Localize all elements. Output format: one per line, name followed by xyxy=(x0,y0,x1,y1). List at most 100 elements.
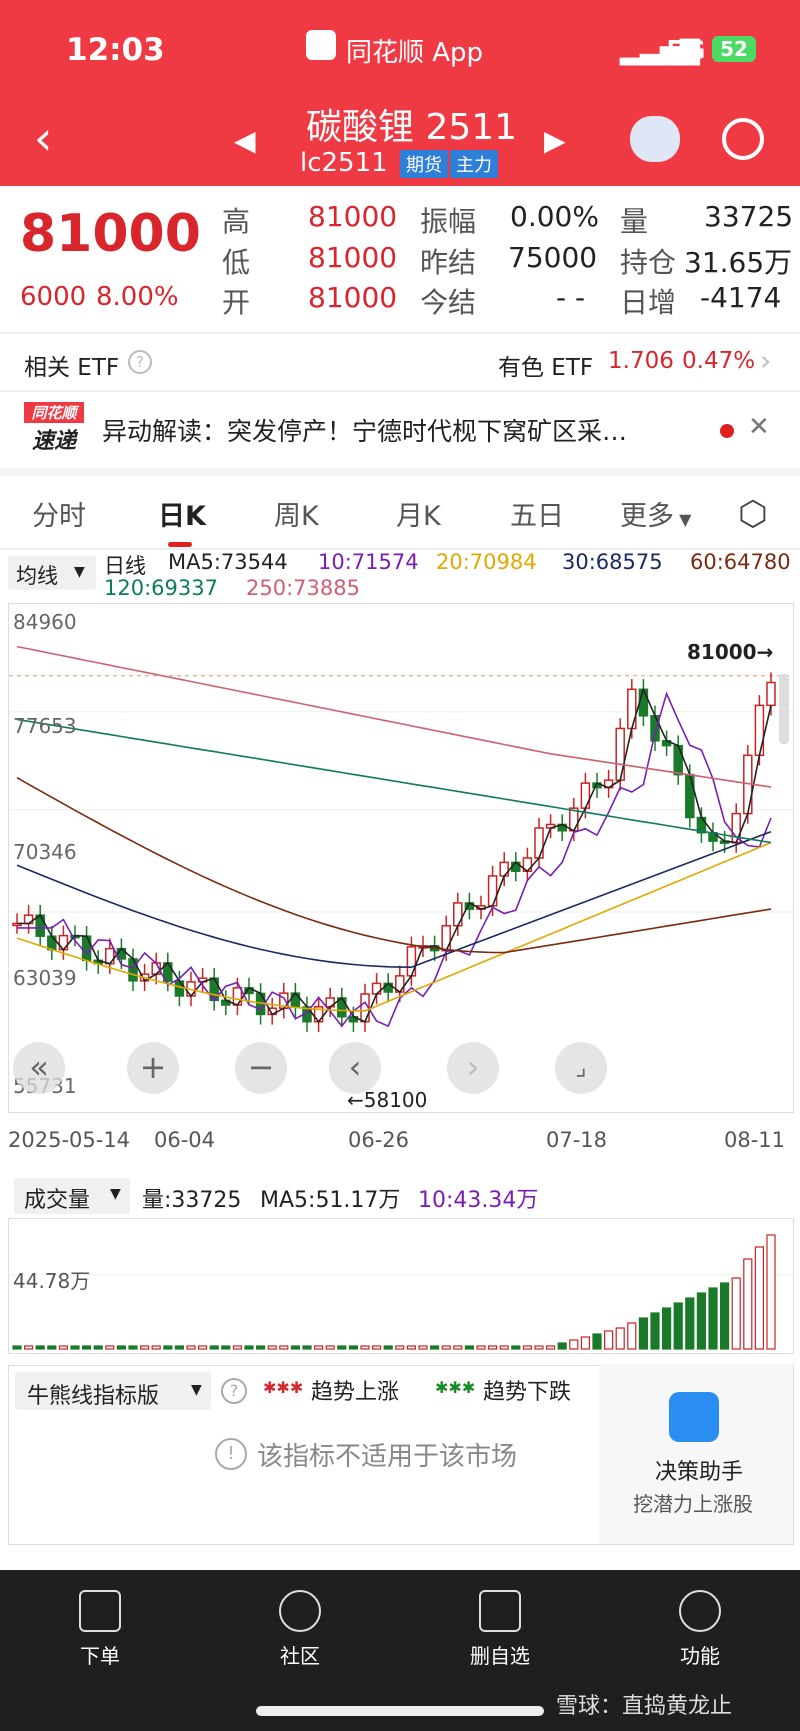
ma-selector-label: 均线 xyxy=(16,564,58,588)
nav-community[interactable]: 社区 xyxy=(240,1590,360,1669)
ma60-value: 60:64780 xyxy=(690,550,791,574)
prev-arrow-icon[interactable]: ◀ xyxy=(234,124,256,157)
candle-body xyxy=(580,782,591,809)
volume-bar xyxy=(337,1345,347,1350)
assistant-title: 决策助手 xyxy=(655,1460,744,1485)
settings-hexagon-icon[interactable]: ⬡ xyxy=(738,494,768,534)
nav-community-label: 社区 xyxy=(280,1644,320,1668)
volume-bar xyxy=(418,1345,428,1350)
caret-down-icon: ▼ xyxy=(674,510,692,529)
volume-bar xyxy=(256,1345,266,1350)
fullscreen-button[interactable]: ⌟ xyxy=(555,1042,607,1094)
kline-chart[interactable]: 84960 77653 70346 63039 55731 81000→ ←58… xyxy=(8,603,794,1113)
chart-scrollbar[interactable] xyxy=(779,674,789,744)
help-icon[interactable]: ? xyxy=(221,1378,247,1404)
etf-pct: 0.47% xyxy=(682,348,756,374)
news-banner[interactable]: 同花顺 速递 异动解读：突发停产！宁德时代枧下窝矿区采… ✕ xyxy=(0,392,800,468)
indicator-selector[interactable]: 牛熊线指标版 ▼ xyxy=(15,1372,211,1410)
volume-bar xyxy=(719,1282,730,1350)
order-icon xyxy=(79,1590,121,1632)
tab-more-label: 更多 xyxy=(620,501,674,532)
search-icon[interactable] xyxy=(722,118,764,160)
high-label: 高 xyxy=(222,205,251,238)
tab-more[interactable]: 更多 ▼ xyxy=(620,494,691,533)
tab-five-day[interactable]: 五日 xyxy=(510,501,564,532)
volume-bar xyxy=(58,1345,69,1350)
candle-body xyxy=(627,688,637,730)
volume-bar xyxy=(348,1345,358,1350)
back-icon[interactable]: ‹ xyxy=(34,111,53,165)
next-arrow-icon[interactable]: ▶ xyxy=(544,124,566,157)
volume-bar xyxy=(685,1297,695,1350)
down-dots-icon: ✱✱✱ xyxy=(435,1378,476,1397)
zoom-out-button[interactable]: − xyxy=(235,1042,287,1094)
tab-month-k[interactable]: 月K xyxy=(396,501,441,532)
x-axis: 2025-05-14 06-04 06-26 07-18 08-11 xyxy=(0,1112,800,1152)
volume-bar xyxy=(766,1234,776,1350)
volume-ma10: 10:43.34万 xyxy=(418,1188,539,1213)
candle-body xyxy=(81,935,92,962)
robot-assistant-icon[interactable] xyxy=(630,116,680,162)
y-tick-2: 77653 xyxy=(13,714,77,738)
volume-bar xyxy=(441,1345,451,1350)
assistant-icon xyxy=(669,1392,719,1442)
volume-legend: 成交量 ▼ 量:33725 MA5:51.17万 10:43.34万 xyxy=(0,1178,800,1218)
caret-down-icon: ▼ xyxy=(110,1186,121,1202)
candle-body xyxy=(638,688,649,717)
nav-order-label: 下单 xyxy=(80,1644,120,1668)
volume-bar xyxy=(488,1345,498,1350)
close-icon[interactable]: ✕ xyxy=(748,412,770,442)
nav-remove-watchlist[interactable]: 删自选 xyxy=(440,1590,560,1669)
volume-bar xyxy=(12,1345,22,1350)
volume-bar xyxy=(279,1345,289,1350)
candle-body xyxy=(47,935,57,951)
volume-bar xyxy=(186,1345,196,1350)
help-icon[interactable]: ? xyxy=(128,350,152,374)
contract-code: lc2511 xyxy=(300,148,388,178)
ma-line-10 xyxy=(17,691,772,1028)
tag-futures: 期货 xyxy=(399,149,448,178)
related-etf-label: 相关 ETF xyxy=(24,355,120,381)
price-change: 6000 xyxy=(20,282,87,312)
indicator-notice: 该指标不适用于该市场 xyxy=(257,1442,518,1472)
volume-chart: 44.78万 xyxy=(8,1218,794,1354)
tab-week-k[interactable]: 周K xyxy=(274,501,319,532)
kline-svg[interactable] xyxy=(9,604,793,1112)
candle-body xyxy=(441,925,451,952)
zoom-in-button[interactable]: + xyxy=(127,1042,179,1094)
nav-functions[interactable]: 功能 xyxy=(640,1590,760,1669)
volume-bar xyxy=(163,1345,173,1350)
candle-body xyxy=(232,987,243,1006)
low-value: 81000 xyxy=(308,241,398,274)
active-tab-indicator xyxy=(168,542,192,547)
bottom-nav: 下单 社区 删自选 功能 雪球：直捣黄龙止 xyxy=(0,1570,800,1731)
volume-bar xyxy=(267,1345,277,1350)
volume-selector[interactable]: 成交量 ▼ xyxy=(14,1178,130,1214)
volume-value: 33725 xyxy=(704,200,794,233)
tab-day-k[interactable]: 日K xyxy=(158,501,206,532)
ma-selector[interactable]: 均线 ▼ xyxy=(8,556,96,590)
open-label: 开 xyxy=(222,286,251,319)
tag-main: 主力 xyxy=(449,149,498,178)
x-tick-5: 08-11 xyxy=(724,1128,786,1152)
scroll-left-button[interactable]: ‹ xyxy=(329,1042,381,1094)
volume-bar xyxy=(638,1317,649,1350)
last-price: 81000 xyxy=(20,204,201,264)
quote-panel: 81000 6000 8.00% 高 低 开 81000 81000 81000… xyxy=(0,186,800,332)
rewind-button[interactable]: « xyxy=(13,1042,65,1094)
daily-increase-value: -4174 xyxy=(700,281,782,314)
decision-assistant-card[interactable]: 决策助手 挖潜力上涨股 xyxy=(599,1364,793,1544)
volume-bar xyxy=(430,1345,440,1350)
related-etf-row[interactable]: 相关 ETF ? 有色 ETF 1.706 0.47% › xyxy=(0,334,800,390)
volume-bar xyxy=(406,1345,416,1350)
divider xyxy=(0,390,800,392)
news-logo-bottom: 速递 xyxy=(31,429,76,454)
volume-bar xyxy=(673,1302,683,1350)
page-title: 碳酸锂 2511 xyxy=(306,107,518,148)
volume-bar xyxy=(70,1345,80,1350)
scroll-right-button[interactable]: › xyxy=(447,1042,499,1094)
nav-order[interactable]: 下单 xyxy=(40,1590,160,1669)
tab-fenshi[interactable]: 分时 xyxy=(32,501,86,532)
volume-bar xyxy=(627,1322,637,1350)
nav-remove-label: 删自选 xyxy=(470,1644,530,1668)
